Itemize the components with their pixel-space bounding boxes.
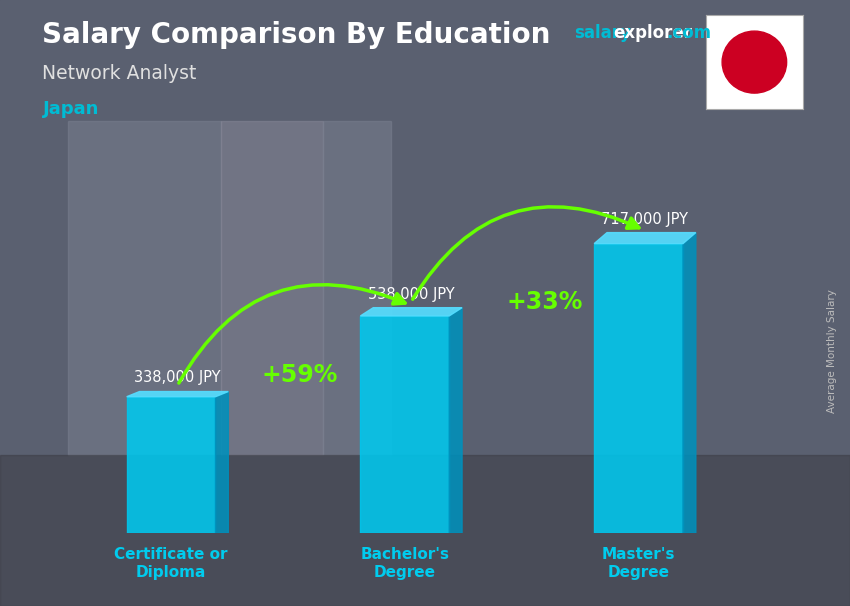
Text: +33%: +33% — [507, 290, 583, 313]
Text: Network Analyst: Network Analyst — [42, 64, 197, 82]
Text: 538,000 JPY: 538,000 JPY — [368, 287, 455, 302]
Text: +59%: +59% — [262, 362, 337, 387]
Bar — [360, 316, 449, 533]
Circle shape — [722, 31, 786, 93]
Polygon shape — [594, 233, 696, 244]
Polygon shape — [360, 308, 462, 316]
Text: Salary Comparison By Education: Salary Comparison By Education — [42, 21, 551, 49]
Bar — [594, 244, 683, 533]
Polygon shape — [215, 391, 229, 533]
Polygon shape — [449, 308, 462, 533]
Text: Japan: Japan — [42, 100, 99, 118]
Text: salary: salary — [574, 24, 631, 42]
Text: 338,000 JPY: 338,000 JPY — [134, 370, 221, 385]
Bar — [127, 397, 215, 533]
Text: explorer: explorer — [614, 24, 693, 42]
Text: .com: .com — [666, 24, 711, 42]
Text: 717,000 JPY: 717,000 JPY — [602, 211, 688, 227]
Text: Average Monthly Salary: Average Monthly Salary — [827, 290, 837, 413]
Polygon shape — [127, 391, 229, 397]
Polygon shape — [683, 233, 696, 533]
